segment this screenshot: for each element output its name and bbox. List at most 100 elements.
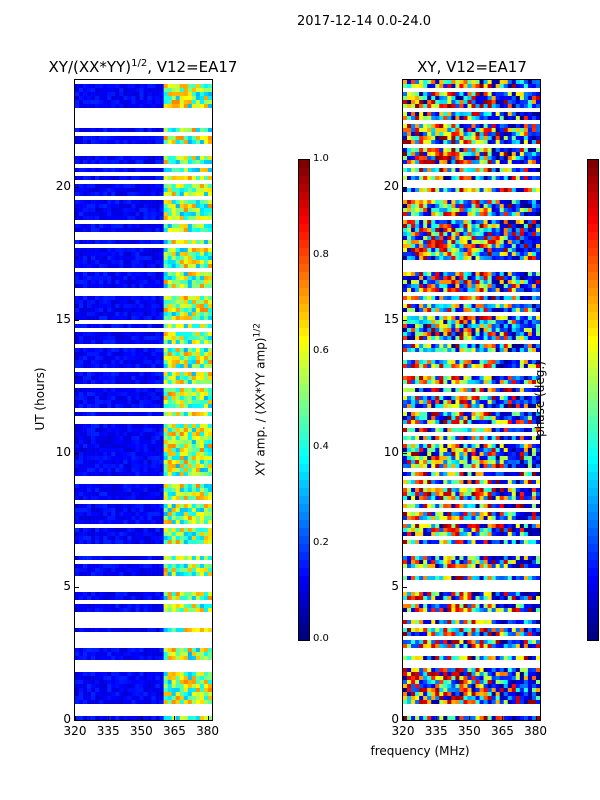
heatmap-cell [159, 88, 164, 93]
heatmap-cell [87, 228, 92, 233]
heatmap-cell [131, 304, 136, 309]
heatmap-cell [107, 188, 112, 193]
heatmap-cell [171, 304, 177, 309]
heatmap-cell [471, 148, 476, 153]
heatmap-cell [95, 84, 100, 89]
heatmap-cell [475, 80, 480, 85]
heatmap-cell [175, 88, 181, 93]
heatmap-cell [171, 716, 177, 720]
heatmap-cell [151, 216, 156, 221]
heatmap-cell [191, 436, 197, 441]
heatmap-cell [131, 88, 136, 93]
heatmap-cell [491, 112, 496, 117]
heatmap-cell [163, 248, 168, 253]
heatmap-cell [115, 176, 120, 181]
x-tick-mark [207, 716, 209, 720]
heatmap-cell [119, 372, 124, 377]
heatmap-cell [195, 252, 201, 257]
heatmap-cell [423, 176, 428, 181]
heatmap-cell [519, 152, 525, 157]
heatmap-cell [139, 556, 144, 561]
heatmap-cell [183, 260, 189, 265]
heatmap-cell [151, 432, 156, 437]
heatmap-cell [143, 308, 148, 313]
heatmap-cell [143, 376, 148, 381]
heatmap-cell [79, 592, 84, 597]
heatmap-cell [155, 284, 160, 289]
heatmap-cell [535, 80, 540, 85]
heatmap-cell [507, 132, 513, 137]
heatmap-cell [451, 116, 456, 121]
heatmap-cell [171, 272, 177, 277]
heatmap-cell [423, 200, 428, 205]
heatmap-cell [147, 472, 152, 477]
heatmap-cell [411, 232, 416, 237]
heatmap-cell [483, 276, 488, 281]
heatmap-cell [495, 280, 501, 285]
heatmap-cell [191, 696, 197, 701]
heatmap-cell [163, 396, 168, 401]
heatmap-cell [131, 140, 136, 145]
heatmap-cell [99, 336, 104, 341]
heatmap-cell [171, 140, 177, 145]
heatmap-cell [79, 136, 84, 141]
heatmap-cell [487, 128, 492, 133]
heatmap-cell [167, 324, 173, 329]
heatmap-cell [123, 352, 128, 357]
heatmap-cell [127, 316, 132, 321]
heatmap-cell [127, 360, 132, 365]
heatmap-cell [179, 460, 185, 465]
heatmap-cell [419, 252, 424, 257]
heatmap-cell [167, 224, 173, 229]
heatmap-cell [79, 688, 84, 693]
heatmap-cell [75, 228, 80, 233]
heatmap-cell [139, 396, 144, 401]
heatmap-cell [99, 96, 104, 101]
heatmap-cell [175, 532, 181, 537]
heatmap-cell [471, 252, 476, 257]
heatmap-cell [503, 92, 509, 97]
heatmap-cell [79, 568, 84, 573]
heatmap-cell [131, 216, 136, 221]
heatmap-cell [95, 96, 100, 101]
heatmap-cell [107, 296, 112, 301]
heatmap-gap [75, 244, 212, 249]
heatmap-cell [135, 212, 140, 217]
heatmap-gap [75, 144, 212, 149]
heatmap-cell [171, 228, 177, 233]
heatmap-cell [131, 472, 136, 477]
heatmap-cell [415, 208, 420, 213]
heatmap-cell [531, 272, 537, 277]
heatmap-cell [143, 404, 148, 409]
heatmap-cell [79, 508, 84, 513]
heatmap-cell [191, 464, 197, 469]
heatmap-cell [171, 464, 177, 469]
y-tick-label: 5 [63, 578, 71, 593]
heatmap-cell [75, 692, 80, 697]
heatmap-cell [187, 168, 193, 173]
heatmap-cell [131, 284, 136, 289]
heatmap-cell [179, 520, 185, 525]
heatmap-cell [443, 156, 448, 161]
heatmap-cell [167, 380, 173, 385]
heatmap-cell [95, 564, 100, 569]
heatmap-cell [131, 468, 136, 473]
heatmap-cell [171, 472, 177, 477]
heatmap-cell [203, 192, 209, 197]
heatmap-cell [203, 568, 209, 573]
heatmap-cell [163, 100, 168, 105]
heatmap-cell [79, 360, 84, 365]
heatmap-cell [443, 200, 448, 205]
heatmap-cell [507, 104, 513, 109]
heatmap-cell [99, 496, 104, 501]
heatmap-cell [531, 140, 537, 145]
heatmap-cell [171, 492, 177, 497]
heatmap-cell [171, 276, 177, 281]
heatmap-cell [459, 156, 464, 161]
heatmap-cell [535, 128, 540, 133]
heatmap-cell [443, 148, 448, 153]
heatmap-cell [167, 308, 173, 313]
heatmap-cell [491, 156, 496, 161]
heatmap-cell [119, 508, 124, 513]
heatmap-cell [127, 680, 132, 685]
